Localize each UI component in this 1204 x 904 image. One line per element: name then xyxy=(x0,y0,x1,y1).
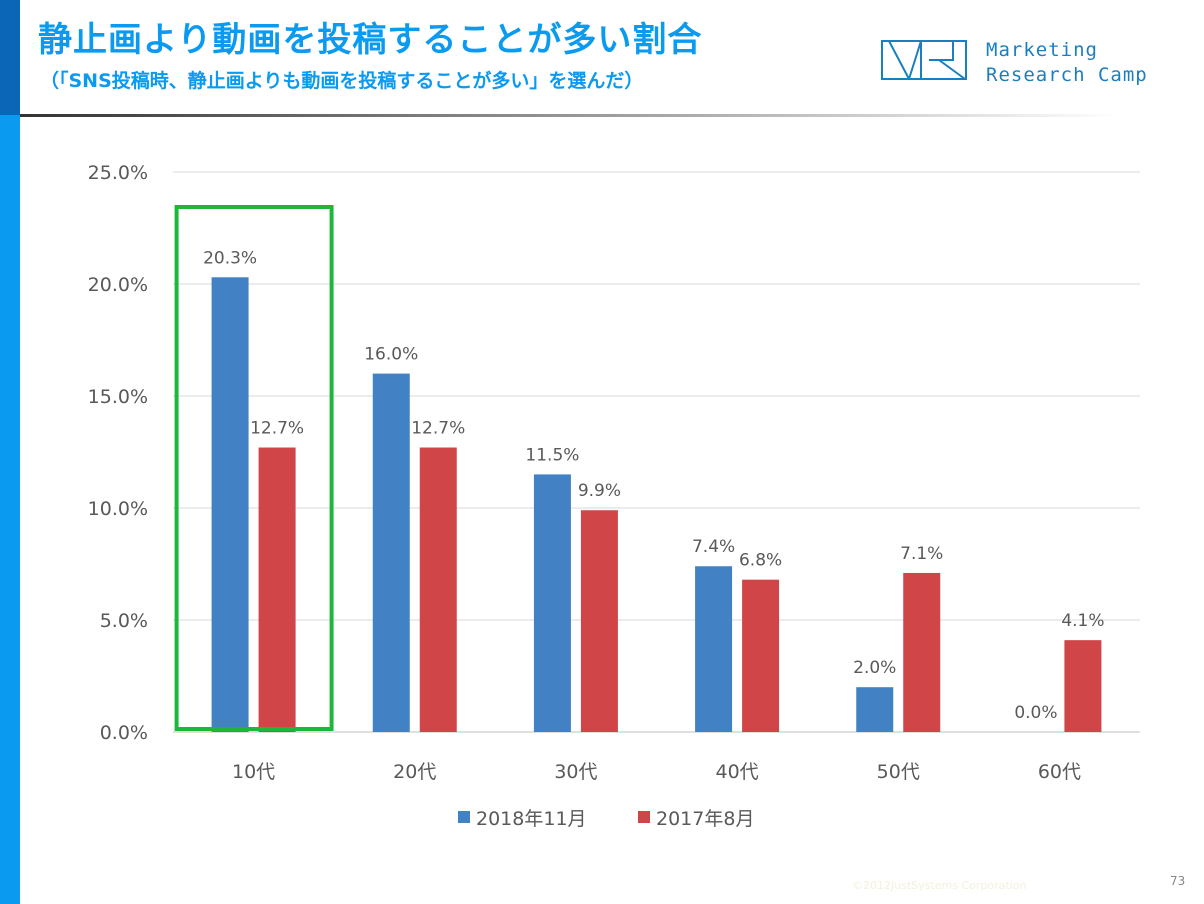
y-tick-label: 5.0% xyxy=(100,610,148,632)
page-title: 静止画より動画を投稿することが多い割合 xyxy=(38,20,703,60)
y-tick-label: 15.0% xyxy=(88,386,148,408)
legend-swatch xyxy=(638,811,650,823)
data-label: 4.1% xyxy=(1061,611,1104,631)
data-label: 0.0% xyxy=(1014,703,1057,723)
logo-text: Marketing Research Camp xyxy=(986,38,1148,88)
data-label: 2.0% xyxy=(853,658,896,678)
bar xyxy=(419,447,457,732)
sidebar-accent-top xyxy=(0,0,20,115)
data-label: 7.4% xyxy=(692,537,735,557)
y-tick-label: 20.0% xyxy=(88,274,148,296)
x-tick-label: 50代 xyxy=(877,761,920,783)
data-label: 20.3% xyxy=(203,248,257,268)
y-tick-label: 0.0% xyxy=(100,722,148,744)
sidebar-accent xyxy=(0,115,20,904)
x-tick-label: 40代 xyxy=(715,761,758,783)
legend-label: 2017年8月 xyxy=(656,808,754,830)
data-label: 11.5% xyxy=(525,445,579,465)
legend-swatch xyxy=(458,811,470,823)
x-tick-label: 10代 xyxy=(232,761,275,783)
y-tick-label: 10.0% xyxy=(88,498,148,520)
data-label: 9.9% xyxy=(578,481,621,501)
bar xyxy=(533,474,571,732)
bar xyxy=(856,687,894,732)
highlight-box xyxy=(174,205,334,731)
logo-line-2: Research Camp xyxy=(986,64,1148,86)
copyright: ©2012JustSystems Corporation xyxy=(852,879,1027,892)
data-label: 7.1% xyxy=(900,544,943,564)
logo-mark xyxy=(881,40,967,80)
y-tick-label: 25.0% xyxy=(88,162,148,184)
bar xyxy=(372,373,410,732)
data-label: 16.0% xyxy=(364,345,418,365)
bar xyxy=(742,579,780,732)
data-label: 12.7% xyxy=(411,419,465,439)
page-subtitle: （「SNS投稿時、静止画よりも動画を投稿することが多い」を選んだ） xyxy=(40,70,644,92)
bar xyxy=(903,572,941,732)
bar xyxy=(258,447,296,732)
x-tick-label: 30代 xyxy=(554,761,597,783)
bar xyxy=(211,277,249,732)
bar xyxy=(580,510,618,732)
x-tick-label: 20代 xyxy=(393,761,436,783)
legend-label: 2018年11月 xyxy=(476,808,587,830)
page-number: 73 xyxy=(1170,874,1186,888)
data-label: 12.7% xyxy=(250,419,304,439)
bar xyxy=(695,566,733,732)
divider xyxy=(20,114,1120,117)
bar xyxy=(1064,640,1102,732)
x-tick-label: 60代 xyxy=(1038,761,1081,783)
data-label: 6.8% xyxy=(739,551,782,571)
logo-line-1: Marketing xyxy=(986,39,1098,61)
